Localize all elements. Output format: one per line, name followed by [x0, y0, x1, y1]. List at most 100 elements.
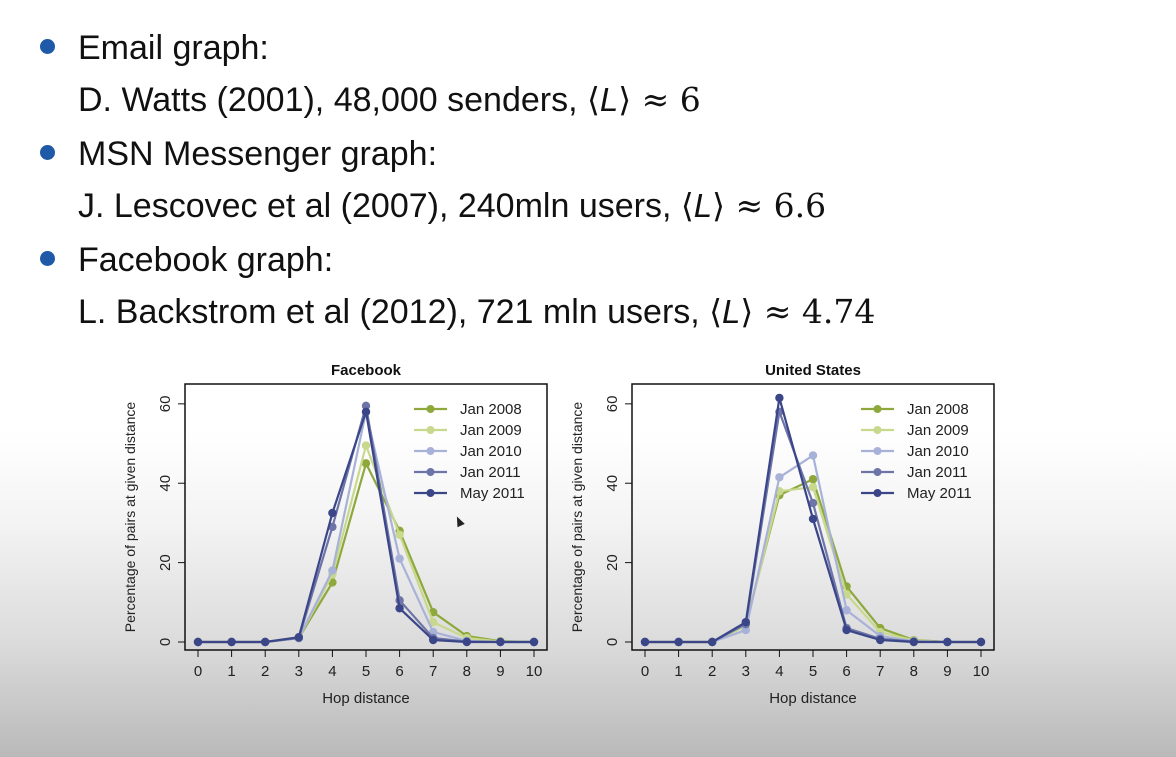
legend-marker [873, 426, 882, 434]
data-point-jan-2009 [395, 530, 404, 540]
data-point-jan-2010 [328, 566, 337, 575]
y-tick-label: 20 [157, 554, 174, 571]
data-point-may-2011 [361, 407, 371, 416]
mean-path-value: 6.6 [773, 186, 827, 225]
data-point-may-2011 [876, 635, 885, 645]
data-point-jan-2010 [395, 554, 404, 563]
bullet-reference: J. Lescovec et al (2007), 240mln users, … [78, 180, 1136, 232]
mean-path-length: ⟨L⟩ ≈ 6 [587, 80, 701, 119]
bullet-item-facebook: Facebook graph: L. Backstrom et al (2012… [36, 234, 1136, 338]
legend-marker [426, 489, 435, 497]
x-axis-label: Hop distance [322, 690, 410, 707]
mean-path-length: ⟨L⟩ ≈ 4.74 [709, 292, 876, 331]
data-point-may-2011 [808, 514, 818, 524]
y-tick-label: 40 [157, 475, 174, 492]
data-point-may-2011 [741, 617, 750, 627]
data-point-may-2011 [529, 637, 539, 647]
data-point-may-2011 [674, 637, 683, 647]
x-tick-label: 3 [742, 663, 750, 680]
series-line-jan-2011 [198, 404, 534, 644]
y-tick-label: 40 [604, 475, 621, 492]
x-tick-label: 7 [429, 663, 437, 680]
x-tick-label: 10 [973, 663, 990, 680]
legend-marker [426, 468, 435, 476]
data-point-jan-2010 [808, 451, 818, 460]
bullet-dot [40, 251, 55, 266]
legend-label: Jan 2011 [907, 464, 968, 481]
reference-text: J. Lescovec et al (2007), 240mln users, [78, 187, 681, 225]
mean-path-value: 4.74 [801, 292, 876, 331]
x-tick-label: 10 [526, 663, 543, 680]
x-tick-label: 2 [708, 663, 716, 680]
data-point-may-2011 [943, 637, 952, 647]
x-tick-label: 7 [876, 663, 884, 680]
legend-marker [426, 426, 435, 434]
x-tick-label: 3 [295, 663, 303, 680]
x-tick-label: 6 [842, 663, 850, 680]
y-axis-label: Percentage of pairs at given distance [122, 402, 138, 633]
data-point-may-2011 [261, 637, 270, 647]
united-states-chart: United States 0 1 2 3 4 5 6 7 8 9 10 0 20 40 60 Hop dist… [569, 362, 995, 707]
legend-label: Jan 2011 [460, 464, 521, 481]
data-point-jan-2009 [808, 483, 818, 492]
data-point-jan-2011 [361, 401, 371, 411]
y-axis-label: Percentage of pairs at given distance [569, 402, 585, 633]
bullet-dot [40, 145, 55, 160]
x-axis-label: Hop distance [769, 690, 857, 707]
data-point-may-2011 [640, 637, 650, 647]
facebook-chart: Facebook 0 1 2 3 4 5 6 7 8 9 10 0 20 40 60 Hop distance P… [122, 362, 548, 707]
data-point-may-2011 [496, 637, 505, 647]
y-tick-label: 0 [157, 638, 174, 646]
reference-text: D. Watts (2001), 48,000 senders, [78, 81, 587, 119]
data-point-jan-2009 [361, 441, 371, 450]
data-point-may-2011 [708, 637, 717, 647]
legend-marker [873, 447, 882, 455]
x-tick-label: 6 [395, 663, 403, 680]
legend-marker [873, 405, 882, 413]
x-tick-label: 5 [809, 663, 817, 680]
y-tick-label: 20 [604, 554, 621, 571]
data-point-may-2011 [976, 637, 986, 647]
data-point-may-2011 [775, 393, 784, 403]
x-tick-label: 1 [227, 663, 235, 680]
data-point-jan-2011 [808, 498, 818, 508]
x-tick-label: 2 [261, 663, 269, 680]
bullet-reference: L. Backstrom et al (2012), 721 mln users… [78, 286, 1136, 338]
data-point-may-2011 [193, 637, 203, 647]
x-tick-label: 9 [943, 663, 951, 680]
legend-label: Jan 2008 [907, 401, 969, 418]
data-point-may-2011 [328, 508, 337, 518]
legend-marker [873, 468, 882, 476]
legend-label: Jan 2010 [460, 443, 522, 460]
legend-marker [426, 405, 435, 413]
legend-label: Jan 2009 [907, 422, 969, 439]
y-tick-label: 60 [157, 396, 174, 413]
chart-title: Facebook [331, 362, 402, 379]
bullet-item-msn: MSN Messenger graph: J. Lescovec et al (… [36, 128, 1136, 232]
chart-title: United States [765, 362, 861, 379]
bullet-title: Email graph: [78, 29, 269, 67]
x-tick-label: 4 [328, 663, 336, 680]
legend-marker [426, 447, 435, 455]
data-point-jan-2010 [775, 473, 784, 482]
legend-label: May 2011 [907, 485, 972, 502]
x-tick-label: 0 [194, 663, 202, 680]
x-tick-label: 0 [641, 663, 649, 680]
x-tick-label: 9 [496, 663, 504, 680]
data-point-jan-2008 [808, 475, 818, 484]
data-point-jan-2009 [429, 617, 438, 627]
mean-path-value: 6 [679, 80, 701, 119]
legend-label: Jan 2009 [460, 422, 522, 439]
bullet-list: Email graph: D. Watts (2001), 48,000 sen… [36, 22, 1136, 340]
data-point-may-2011 [429, 635, 438, 645]
data-point-may-2011 [462, 637, 471, 647]
data-point-jan-2008 [361, 459, 371, 468]
legend-label: Jan 2010 [907, 443, 969, 460]
x-tick-label: 1 [674, 663, 682, 680]
mean-path-length: ⟨L⟩ ≈ 6.6 [680, 186, 827, 225]
x-tick-label: 4 [775, 663, 783, 680]
legend-label: May 2011 [460, 485, 525, 502]
bullet-item-email: Email graph: D. Watts (2001), 48,000 sen… [36, 22, 1136, 126]
reference-text: L. Backstrom et al (2012), 721 mln users… [78, 293, 710, 331]
series-line-jan-2009 [645, 486, 981, 644]
